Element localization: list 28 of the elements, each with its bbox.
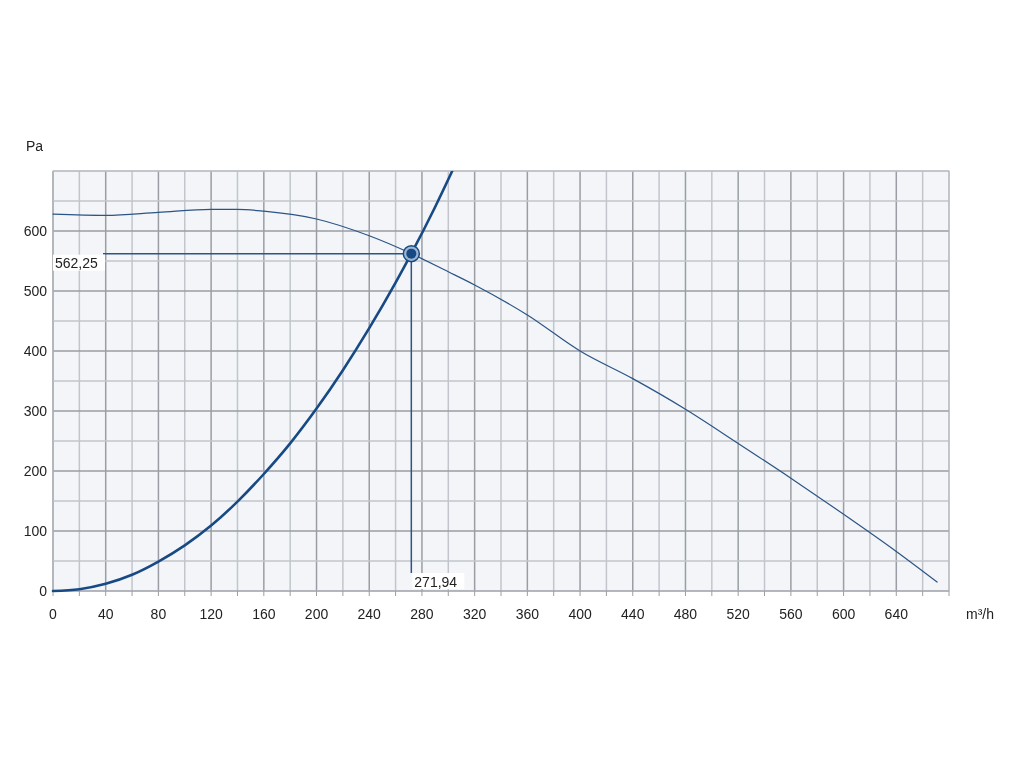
x-tick-label: 440 xyxy=(621,606,645,622)
annotation: 271,94 xyxy=(414,574,458,590)
x-tick-label: 80 xyxy=(150,606,167,622)
x-tick-label: 200 xyxy=(304,606,329,622)
y-tick-label: 300 xyxy=(23,403,48,419)
x-tick-label: 400 xyxy=(568,606,592,622)
x-tick-label: 240 xyxy=(357,606,382,622)
x-tick-label: 160 xyxy=(252,606,276,622)
y-axis-title: Pa xyxy=(26,138,44,154)
annotation: 562,25 xyxy=(55,254,99,271)
x-tick-label: 40 xyxy=(97,606,114,622)
x-axis-title: m³/h xyxy=(966,606,994,622)
x-tick-label: 320 xyxy=(462,606,487,622)
y-tick-label: 600 xyxy=(23,223,48,239)
x-tick-label: 560 xyxy=(779,606,803,622)
x-tick-label: 280 xyxy=(410,606,434,622)
x-tick-label: 600 xyxy=(831,606,856,622)
y-tick-label: 500 xyxy=(23,283,48,299)
x-tick-label: 360 xyxy=(515,606,540,622)
x-tick-label: 480 xyxy=(673,606,698,622)
x-tick-label: 640 xyxy=(884,606,909,622)
x-tick-label: 120 xyxy=(199,606,224,622)
y-tick-label: 400 xyxy=(23,343,48,359)
y-tick-label: 200 xyxy=(23,463,48,479)
x-tick-label: 0 xyxy=(49,606,58,622)
y-tick-label: 0 xyxy=(39,583,48,599)
x-tick-label: 520 xyxy=(726,606,751,622)
y-tick-label: 100 xyxy=(23,523,48,539)
